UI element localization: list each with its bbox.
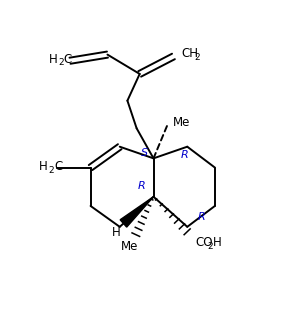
Text: H: H <box>39 160 48 173</box>
Text: 2: 2 <box>49 166 54 175</box>
Text: H: H <box>49 53 58 66</box>
Text: Me: Me <box>121 240 138 253</box>
Polygon shape <box>120 197 154 227</box>
Text: H: H <box>112 226 120 239</box>
Text: 2: 2 <box>194 53 200 62</box>
Text: 2: 2 <box>208 242 213 251</box>
Text: R: R <box>198 212 206 222</box>
Text: C: C <box>64 53 72 66</box>
Text: Me: Me <box>173 115 190 129</box>
Text: C: C <box>54 160 62 173</box>
Text: S: S <box>141 148 149 158</box>
Text: 2: 2 <box>58 58 64 67</box>
Text: R: R <box>138 181 146 191</box>
Text: CO: CO <box>196 236 213 249</box>
Text: R: R <box>180 150 188 160</box>
Text: H: H <box>213 236 222 249</box>
Text: CH: CH <box>182 47 199 60</box>
